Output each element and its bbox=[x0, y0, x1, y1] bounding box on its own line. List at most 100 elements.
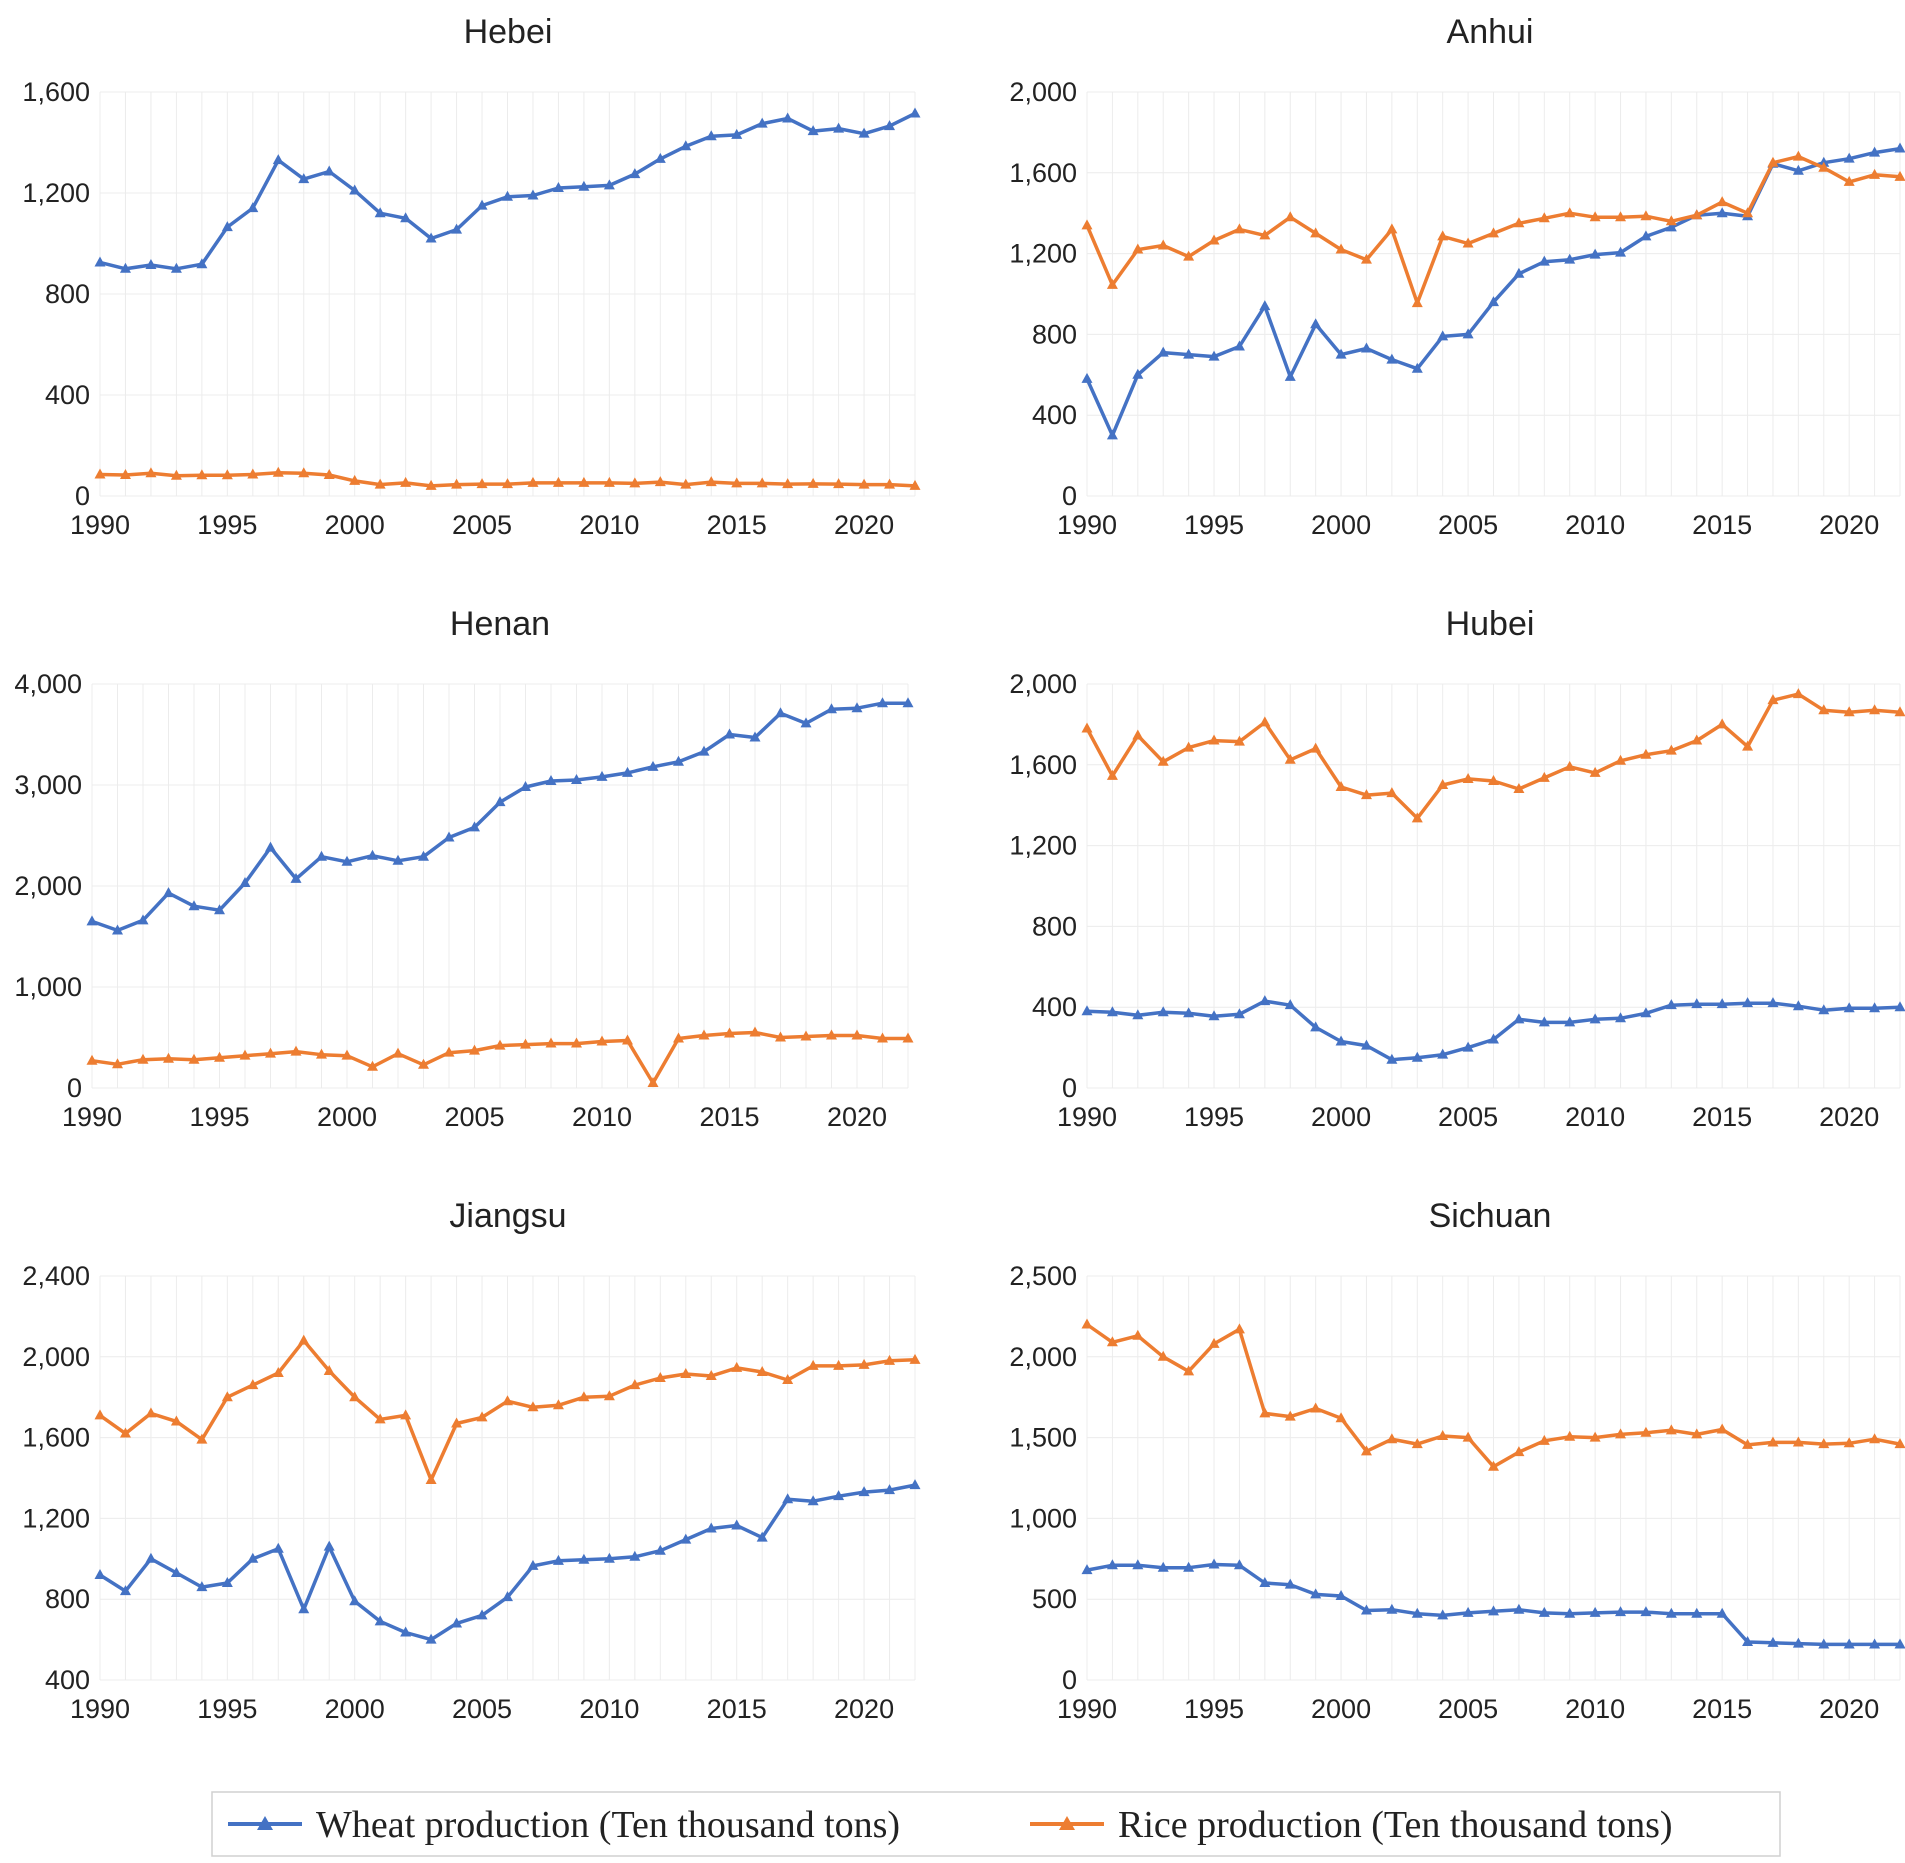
data-point bbox=[1564, 207, 1576, 218]
legend-item-rice: Rice production (Ten thousand tons) bbox=[1030, 1804, 1673, 1846]
data-point bbox=[1208, 1337, 1220, 1348]
data-point bbox=[756, 117, 768, 128]
x-tick-label: 1995 bbox=[189, 1102, 249, 1132]
panel-hubei: Hubei 0 400 800 1,200 1,600 2,000 1990 1995 2000 2… bbox=[1009, 605, 1905, 1132]
data-point bbox=[1411, 362, 1423, 373]
panel-hebei: Hebei 0 400 800 1,200 1,600 1990 1995 2000 2005 20… bbox=[22, 13, 921, 540]
data-point bbox=[1818, 1004, 1830, 1015]
data-point bbox=[705, 476, 717, 487]
data-point bbox=[341, 1049, 353, 1060]
data-point bbox=[265, 841, 276, 852]
data-point bbox=[196, 258, 208, 269]
data-point bbox=[1589, 766, 1601, 777]
data-point bbox=[654, 476, 666, 487]
data-point bbox=[1513, 1013, 1525, 1024]
data-point bbox=[290, 872, 302, 883]
data-point bbox=[1894, 170, 1905, 181]
data-point bbox=[1106, 1336, 1118, 1347]
data-point bbox=[451, 478, 463, 489]
data-point bbox=[1411, 812, 1423, 823]
data-point bbox=[1259, 716, 1271, 727]
data-point bbox=[502, 1395, 513, 1406]
data-point bbox=[629, 1550, 641, 1561]
data-point bbox=[451, 1617, 463, 1628]
x-tick-label: 2005 bbox=[452, 1694, 512, 1724]
data-point bbox=[1488, 227, 1499, 238]
data-point bbox=[1335, 348, 1347, 359]
x-tick-label: 1990 bbox=[62, 1102, 122, 1132]
data-point bbox=[578, 1553, 590, 1564]
data-point bbox=[629, 1379, 641, 1390]
data-point bbox=[1792, 1000, 1804, 1011]
data-point bbox=[1462, 1431, 1474, 1442]
data-point bbox=[214, 1051, 225, 1062]
data-point bbox=[1132, 1329, 1144, 1340]
data-point bbox=[800, 717, 812, 728]
data-point bbox=[1665, 221, 1677, 232]
data-point bbox=[1691, 734, 1703, 745]
x-tick-label: 2000 bbox=[317, 1102, 377, 1132]
data-point bbox=[1488, 1460, 1499, 1471]
panel-title-anhui: Anhui bbox=[1447, 13, 1534, 51]
series-wheat-henan bbox=[86, 697, 914, 935]
data-point bbox=[1233, 340, 1245, 351]
data-point bbox=[1437, 1609, 1449, 1620]
data-point bbox=[1259, 300, 1271, 311]
data-point bbox=[374, 478, 386, 489]
data-point bbox=[1640, 1007, 1652, 1018]
legend-wheat-marker bbox=[257, 1816, 273, 1830]
data-point bbox=[1284, 999, 1296, 1010]
data-point bbox=[494, 796, 506, 807]
panel-title-jiangsu: Jiangsu bbox=[449, 1197, 566, 1235]
data-point bbox=[1818, 704, 1830, 715]
data-point bbox=[323, 165, 335, 176]
data-point bbox=[1411, 1438, 1423, 1449]
data-point bbox=[1742, 740, 1754, 751]
data-point bbox=[494, 1039, 506, 1050]
data-point bbox=[1335, 1412, 1347, 1423]
legend-rice-marker bbox=[1059, 1816, 1075, 1830]
data-point bbox=[1792, 150, 1804, 161]
data-point bbox=[851, 702, 863, 713]
data-point bbox=[1716, 1607, 1728, 1618]
data-point bbox=[782, 1374, 794, 1385]
data-point bbox=[1615, 1606, 1627, 1617]
chart-panels: Hebei 0 400 800 1,200 1,600 1990 1995 2000 2005 20… bbox=[14, 13, 1905, 1724]
data-point bbox=[775, 707, 786, 718]
data-point bbox=[145, 467, 157, 478]
data-point bbox=[1792, 1436, 1804, 1447]
data-point bbox=[323, 469, 335, 480]
data-point bbox=[298, 173, 310, 184]
data-point bbox=[1869, 1002, 1881, 1013]
x-tick-label: 2015 bbox=[707, 1694, 767, 1724]
data-point bbox=[1615, 246, 1627, 257]
data-point bbox=[1513, 1603, 1525, 1614]
data-point bbox=[858, 127, 870, 138]
y-tick-label: 0 bbox=[67, 1073, 82, 1103]
x-tick-label: 2015 bbox=[707, 510, 767, 540]
data-point bbox=[1665, 999, 1677, 1010]
data-point bbox=[1462, 1041, 1474, 1052]
panel-sichuan: Sichuan 0 500 1,000 1,500 2,000 2,500 1990 1995 2… bbox=[1009, 1197, 1905, 1724]
data-point bbox=[1132, 368, 1144, 379]
series-rice-hubei bbox=[1081, 688, 1905, 823]
data-point bbox=[298, 1334, 310, 1345]
legend: Wheat production (Ten thousand tons) Ric… bbox=[211, 1791, 1781, 1857]
data-point bbox=[443, 831, 455, 842]
x-tick-label: 2000 bbox=[1311, 1694, 1371, 1724]
data-point bbox=[119, 1585, 131, 1596]
data-point bbox=[1615, 211, 1627, 222]
legend-box bbox=[211, 1791, 1781, 1857]
data-point bbox=[1208, 234, 1220, 245]
data-point bbox=[1665, 1424, 1677, 1435]
data-point bbox=[902, 697, 914, 708]
data-point bbox=[392, 1047, 404, 1058]
data-point bbox=[502, 190, 513, 201]
data-point bbox=[1462, 328, 1474, 339]
data-point bbox=[603, 1552, 615, 1563]
data-point bbox=[502, 1591, 513, 1602]
data-point bbox=[1310, 318, 1322, 329]
data-point bbox=[622, 766, 633, 777]
data-point bbox=[469, 1044, 480, 1055]
data-point bbox=[418, 1058, 429, 1069]
